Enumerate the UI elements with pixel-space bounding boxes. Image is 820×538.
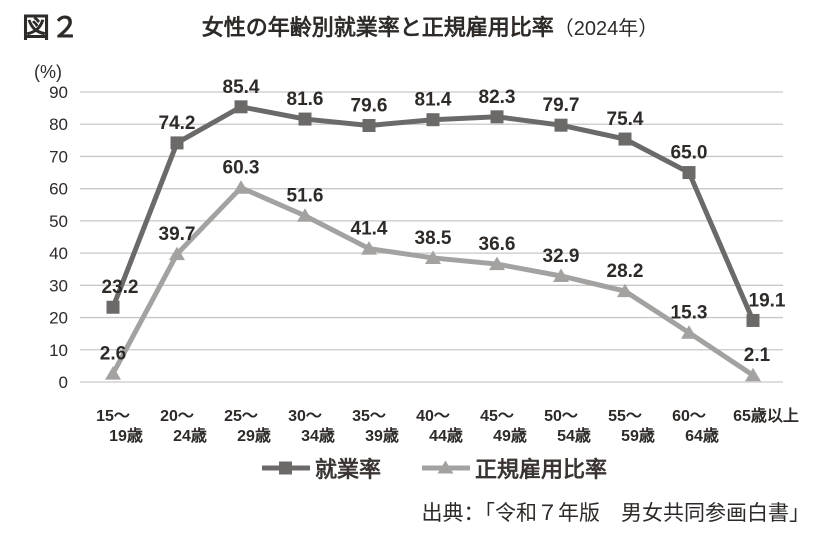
- svg-text:30: 30: [49, 276, 68, 295]
- data-label: 39.7: [159, 224, 196, 245]
- figure-number-label: 図２: [22, 12, 81, 43]
- data-label: 85.4: [223, 77, 260, 98]
- source-citation: 出典：「令和７年版 男女共同参画白書」: [421, 502, 811, 525]
- svg-text:50〜: 50〜: [544, 408, 578, 425]
- svg-text:(%): (%): [34, 62, 62, 82]
- chart-title-year: （2024年）: [553, 18, 659, 40]
- svg-text:35〜: 35〜: [352, 408, 386, 425]
- svg-text:49歳: 49歳: [493, 426, 527, 445]
- svg-text:90: 90: [49, 83, 68, 102]
- data-label: 15.3: [671, 303, 708, 324]
- svg-text:44歳: 44歳: [429, 426, 463, 445]
- svg-text:60: 60: [49, 180, 68, 199]
- svg-text:24歳: 24歳: [173, 426, 207, 445]
- svg-text:39歳: 39歳: [365, 426, 399, 445]
- svg-text:80: 80: [49, 115, 68, 134]
- data-label: 2.1: [744, 345, 771, 366]
- data-label: 28.2: [607, 261, 644, 282]
- triangle-marker-line-icon: [422, 460, 470, 474]
- chart-legend: 就業率 正規雇用比率: [0, 452, 820, 484]
- svg-text:54歳: 54歳: [557, 426, 591, 445]
- chart-title: 女性の年齢別就業率と正規雇用比率（2024年）: [140, 10, 720, 42]
- svg-text:30〜: 30〜: [288, 408, 322, 425]
- svg-text:0: 0: [59, 373, 68, 392]
- svg-text:40〜: 40〜: [416, 408, 450, 425]
- data-label: 32.9: [543, 246, 580, 267]
- svg-text:64歳: 64歳: [685, 426, 719, 445]
- svg-text:20〜: 20〜: [160, 408, 194, 425]
- square-marker-line-icon: [261, 461, 310, 475]
- svg-text:70: 70: [49, 147, 68, 166]
- legend-label: 就業率: [314, 457, 381, 482]
- data-label: 79.6: [351, 96, 388, 117]
- data-label: 51.6: [287, 186, 324, 207]
- legend-label: 正規雇用比率: [475, 457, 608, 482]
- data-label: 81.6: [287, 89, 324, 110]
- data-label: 81.4: [415, 90, 452, 111]
- svg-text:65歳以上: 65歳以上: [733, 406, 799, 425]
- legend-item-employment-rate: 就業率: [261, 452, 381, 484]
- line-chart-plot-area: (%) 0 10 20 30 40 50 60 70 80 90 15〜19歳 20〜24歳 25〜29歳…: [34, 62, 799, 445]
- data-label: 2.6: [100, 344, 126, 365]
- svg-text:55〜: 55〜: [608, 408, 642, 425]
- data-label: 74.2: [159, 113, 196, 134]
- svg-text:45〜: 45〜: [480, 408, 514, 425]
- svg-text:50: 50: [49, 212, 68, 231]
- data-label: 79.7: [543, 95, 580, 116]
- svg-text:10: 10: [49, 341, 68, 360]
- data-label: 65.0: [671, 143, 708, 164]
- data-label: 60.3: [223, 158, 260, 179]
- svg-text:60〜: 60〜: [672, 408, 706, 425]
- chart-title-text: 女性の年齢別就業率と正規雇用比率: [201, 15, 554, 40]
- svg-text:20: 20: [49, 309, 68, 328]
- data-label: 38.5: [415, 228, 452, 249]
- data-label: 23.2: [102, 277, 139, 298]
- svg-text:15〜: 15〜: [96, 408, 130, 425]
- svg-text:25〜: 25〜: [224, 408, 258, 425]
- svg-text:19歳: 19歳: [109, 426, 143, 445]
- svg-text:40: 40: [49, 244, 68, 263]
- data-label: 82.3: [479, 87, 516, 108]
- data-label: 41.4: [351, 219, 388, 240]
- legend-item-regular-employment-ratio: 正規雇用比率: [421, 452, 607, 484]
- data-label: 75.4: [607, 109, 644, 130]
- data-label: 19.1: [749, 290, 786, 311]
- svg-text:59歳: 59歳: [621, 426, 655, 445]
- data-label: 36.6: [479, 234, 516, 255]
- svg-text:29歳: 29歳: [237, 426, 271, 445]
- svg-text:34歳: 34歳: [301, 426, 335, 445]
